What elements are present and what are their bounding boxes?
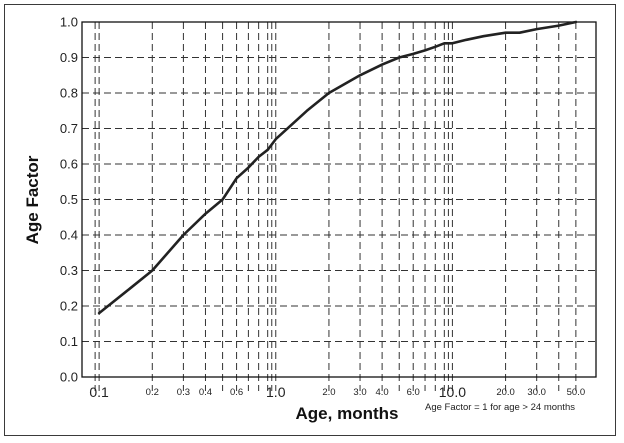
- grid-lines: [82, 22, 596, 391]
- x-tick-label: 50.0: [567, 387, 586, 398]
- y-tick-label: 0.9: [60, 50, 78, 65]
- x-tick-label: 30.0: [527, 387, 546, 398]
- x-tick-label: 1.0: [266, 384, 286, 400]
- y-tick-label: 0.8: [60, 86, 78, 101]
- x-tick-label: 6.0: [407, 387, 420, 398]
- x-tick-labels: 0.1 0.2 0.3 0.4 0.6 1.0 2.0 3.0 4.0 6.0 10.0 20.0 30…: [89, 384, 585, 400]
- y-tick-label: 0.6: [60, 157, 78, 172]
- y-tick-label: 0.1: [60, 334, 78, 349]
- x-tick-label: 20.0: [496, 387, 515, 398]
- age-factor-line: [97, 20, 578, 315]
- y-tick-label: 0.3: [60, 263, 78, 278]
- y-tick-label: 0.0: [60, 370, 78, 385]
- y-tick-label: 0.4: [60, 228, 78, 243]
- y-tick-label: 0.5: [60, 192, 78, 207]
- x-tick-label: 10.0: [439, 384, 466, 400]
- x-axis-label: Age, months: [296, 404, 399, 423]
- y-axis-label: Age Factor: [23, 155, 42, 244]
- y-tick-label: 1.0: [60, 15, 78, 30]
- x-tick-label: 0.4: [199, 387, 212, 398]
- x-tick-label: 0.2: [146, 387, 159, 398]
- chart-frame: [4, 4, 616, 436]
- x-tick-label: 0.3: [177, 387, 190, 398]
- x-tick-label: 3.0: [353, 387, 366, 398]
- y-tick-label: 0.7: [60, 121, 78, 136]
- y-tick-labels: 0.0 0.1 0.2 0.3 0.4 0.5 0.6 0.7 0.8 0.9 1.0: [60, 15, 78, 385]
- x-tick-label: 4.0: [376, 387, 389, 398]
- y-tick-label: 0.2: [60, 299, 78, 314]
- x-tick-label: 0.6: [230, 387, 243, 398]
- age-factor-note: Age Factor = 1 for age > 24 months: [425, 402, 575, 413]
- x-tick-label: 2.0: [322, 387, 335, 398]
- plot-area: [81, 21, 597, 378]
- x-tick-label: 0.1: [89, 384, 109, 400]
